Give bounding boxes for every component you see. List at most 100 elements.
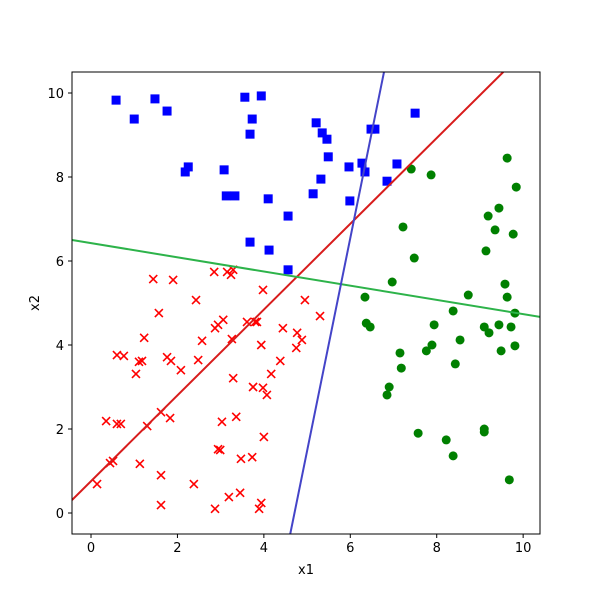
x-point — [176, 365, 186, 375]
square-point — [410, 108, 420, 118]
square-point — [264, 245, 274, 255]
square-point — [180, 167, 190, 177]
x-point — [226, 270, 236, 280]
circle-point — [508, 229, 518, 239]
square-point — [283, 211, 293, 221]
x-point — [227, 334, 237, 344]
x-point — [189, 479, 199, 489]
x-axis-label: x1 — [298, 563, 314, 578]
x-point — [209, 267, 219, 277]
circle-point — [448, 306, 458, 316]
circle-point — [481, 246, 491, 256]
circle-point — [426, 170, 436, 180]
square-point — [263, 194, 273, 204]
square-point — [150, 94, 160, 104]
x-point — [148, 274, 158, 284]
circle-point — [510, 341, 520, 351]
circle-point — [365, 322, 375, 332]
x-point — [297, 335, 307, 345]
square-point — [382, 176, 392, 186]
x-point — [231, 412, 241, 422]
fit-line — [72, 239, 540, 318]
x-point — [258, 285, 268, 295]
square-point — [111, 95, 121, 105]
square-point — [311, 118, 321, 128]
square-point — [162, 106, 172, 116]
circle-point — [494, 203, 504, 213]
y-tick-label: 10 — [47, 87, 64, 102]
square-point — [357, 158, 367, 168]
square-point — [345, 196, 355, 206]
square-point — [308, 189, 318, 199]
circle-point — [496, 346, 506, 356]
square-point — [317, 128, 327, 138]
circle-point — [429, 320, 439, 330]
x-tick-label: 10 — [515, 541, 532, 556]
x-point — [193, 355, 203, 365]
x-point — [112, 419, 122, 429]
circle-point — [483, 211, 493, 221]
circle-point — [398, 222, 408, 232]
circle-point — [484, 328, 494, 338]
x-point — [191, 295, 201, 305]
x-point — [291, 343, 301, 353]
square-point — [245, 129, 255, 139]
circle-point — [502, 292, 512, 302]
x-point — [139, 333, 149, 343]
circle-point — [413, 428, 423, 438]
x-point — [228, 373, 238, 383]
x-point — [247, 452, 257, 462]
x-point — [217, 417, 227, 427]
square-point — [240, 92, 250, 102]
x-point — [218, 315, 228, 325]
x-point — [154, 308, 164, 318]
y-tick-label: 0 — [56, 507, 64, 522]
circle-point — [441, 435, 451, 445]
circle-point — [511, 182, 521, 192]
y-tick-label: 4 — [56, 339, 64, 354]
x-point — [156, 500, 166, 510]
x-point — [292, 328, 302, 338]
x-point — [224, 492, 234, 502]
x-point — [116, 419, 126, 429]
y-tick-label: 8 — [56, 171, 64, 186]
fit-line — [72, 72, 504, 501]
x-point — [266, 369, 276, 379]
circle-point — [494, 320, 504, 330]
circle-point — [455, 335, 465, 345]
x-point — [156, 470, 166, 480]
circle-point — [387, 277, 397, 287]
square-point — [256, 91, 266, 101]
x-point — [256, 340, 266, 350]
square-point — [245, 237, 255, 247]
y-tick-label: 2 — [56, 423, 64, 438]
plot-frame — [71, 71, 541, 535]
square-point — [322, 134, 332, 144]
circle-point — [463, 290, 473, 300]
circle-point — [384, 382, 394, 392]
x-point — [275, 356, 285, 366]
circle-point — [395, 348, 405, 358]
square-point — [316, 174, 326, 184]
x-point — [254, 504, 264, 514]
x-point — [262, 390, 272, 400]
circle-point — [504, 475, 514, 485]
circle-point — [506, 322, 516, 332]
square-point — [247, 114, 257, 124]
square-point — [219, 165, 229, 175]
circle-point — [396, 363, 406, 373]
x-point — [137, 356, 147, 366]
square-point — [392, 159, 402, 169]
circle-point — [448, 451, 458, 461]
x-point — [119, 351, 129, 361]
x-point — [166, 356, 176, 366]
circle-point — [450, 359, 460, 369]
x-tick-label: 0 — [87, 541, 95, 556]
x-point — [278, 323, 288, 333]
square-point — [129, 114, 139, 124]
x-point — [259, 432, 269, 442]
circle-point — [421, 346, 431, 356]
x-point — [215, 445, 225, 455]
x-point — [131, 369, 141, 379]
